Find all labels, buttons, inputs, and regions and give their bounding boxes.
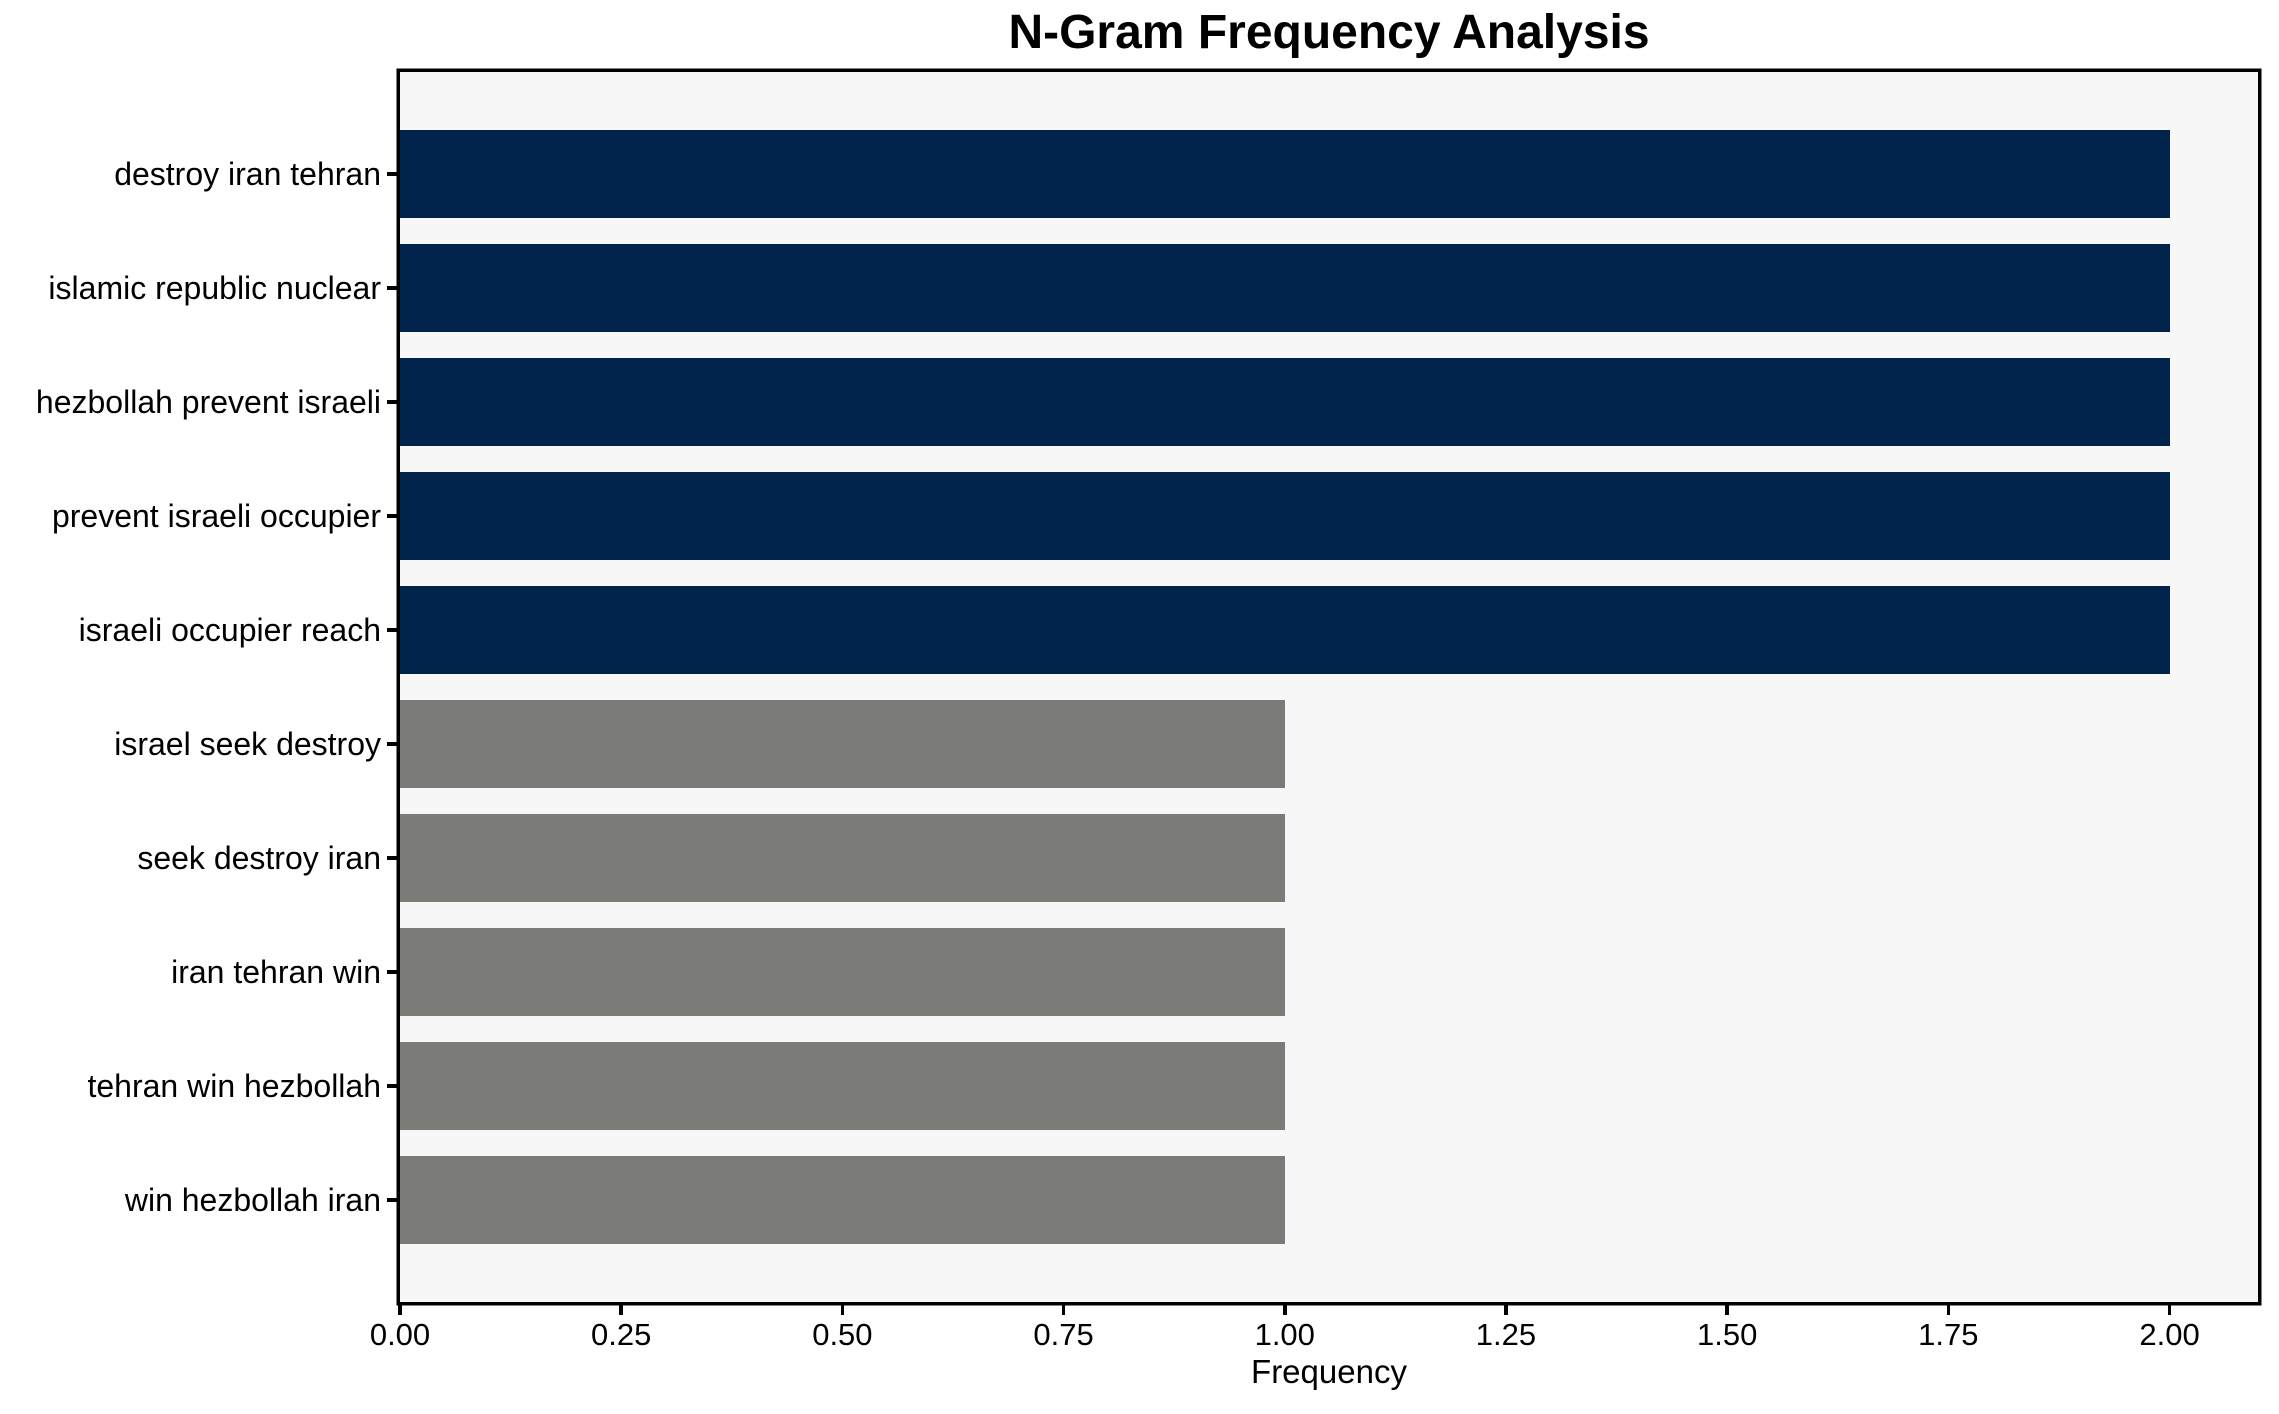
y-tick-label: destroy iran tehran [114, 155, 381, 192]
y-tick-label: islamic republic nuclear [48, 269, 381, 306]
x-tick-mark [398, 1305, 402, 1315]
y-tick-mark [387, 399, 398, 404]
bar [400, 129, 2170, 218]
y-tick-mark [387, 741, 398, 746]
y-tick-mark [387, 1197, 398, 1202]
y-tick-mark [387, 627, 398, 632]
y-tick-mark [387, 285, 398, 290]
x-tick-label: 2.00 [2139, 1317, 2200, 1352]
bar [400, 243, 2170, 332]
x-tick-label: 0.75 [1033, 1317, 1094, 1352]
y-tick-mark [387, 171, 398, 176]
y-tick-label: tehran win hezbollah [87, 1067, 381, 1104]
x-tick-mark [1061, 1305, 1066, 1315]
y-tick-mark [387, 855, 398, 860]
bar [400, 471, 2170, 560]
x-tick-mark [1504, 1305, 1508, 1315]
x-tick-label: 0.00 [369, 1317, 431, 1352]
chart-title: N-Gram Frequency Analysis [1008, 6, 1650, 59]
y-tick-label: iran tehran win [171, 953, 381, 990]
y-tick-label: seek destroy iran [137, 839, 381, 876]
y-tick-label: israel seek destroy [114, 725, 381, 762]
y-tick-label: hezbollah prevent israeli [35, 383, 381, 420]
bar [400, 585, 2170, 674]
y-tick-mark [387, 513, 398, 518]
bar [400, 927, 1285, 1016]
bar [400, 1155, 1285, 1244]
bar [400, 1041, 1285, 1130]
x-tick-mark [2167, 1305, 2172, 1315]
x-tick-label: 1.00 [1254, 1317, 1315, 1352]
plot-area [400, 72, 2258, 1302]
y-tick-label: prevent israeli occupier [51, 497, 381, 534]
x-tick-mark [840, 1305, 845, 1315]
bar [400, 699, 1285, 788]
y-tick-mark [387, 1083, 398, 1088]
y-tick-label: win hezbollah iran [124, 1181, 381, 1218]
x-tick-mark [1283, 1305, 1287, 1315]
x-tick-label: 1.25 [1475, 1317, 1537, 1352]
y-tick-label: israeli occupier reach [78, 611, 381, 648]
x-tick-label: 0.50 [812, 1317, 873, 1352]
x-tick-label: 1.75 [1918, 1317, 1979, 1352]
bar [400, 813, 1285, 902]
y-tick-mark [387, 969, 398, 974]
x-tick-mark [1725, 1305, 1729, 1315]
x-tick-mark [619, 1305, 623, 1315]
x-tick-label: 0.25 [591, 1317, 652, 1352]
x-axis-label: Frequency [1251, 1353, 1407, 1390]
x-tick-mark [1946, 1305, 1951, 1315]
bar [400, 357, 2170, 446]
x-tick-label: 1.50 [1696, 1317, 1758, 1352]
